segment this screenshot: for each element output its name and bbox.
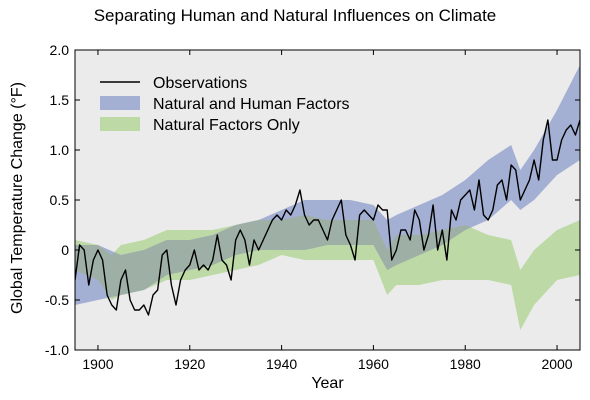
legend-swatch-natural-only [100, 117, 140, 131]
y-tick-label: 1.0 [50, 142, 70, 158]
plot-layer [75, 65, 580, 330]
y-tick-label: 2.0 [50, 42, 70, 58]
y-tick-label: 0.5 [50, 192, 70, 208]
x-tick-label: 1940 [266, 356, 297, 372]
x-axis-label: Year [311, 375, 344, 392]
chart-title: Separating Human and Natural Influences … [93, 6, 497, 25]
legend: Observations Natural and Human Factors Nat… [100, 75, 350, 134]
y-tick-label: -0.5 [45, 292, 69, 308]
y-tick-label: 0 [61, 242, 69, 258]
legend-label: Natural and Human Factors [153, 96, 350, 113]
observations-line [75, 119, 580, 316]
x-tick-label: 1980 [450, 356, 481, 372]
legend-label: Observations [153, 75, 247, 92]
x-tick-label: 1900 [82, 356, 113, 372]
x-tick-label: 1920 [174, 356, 205, 372]
axis-layer: -1.0 -0.5 0 0.5 1.0 1.5 2.0 1900 1920 1940 1960 198… [45, 42, 580, 372]
legend-swatch-natural-and-human [100, 96, 140, 110]
legend-label: Natural Factors Only [153, 117, 300, 134]
y-tick-label: 1.5 [50, 92, 70, 108]
y-tick-label: -1.0 [45, 342, 69, 358]
x-tick-label: 1960 [358, 356, 389, 372]
x-tick-label: 2000 [541, 356, 572, 372]
